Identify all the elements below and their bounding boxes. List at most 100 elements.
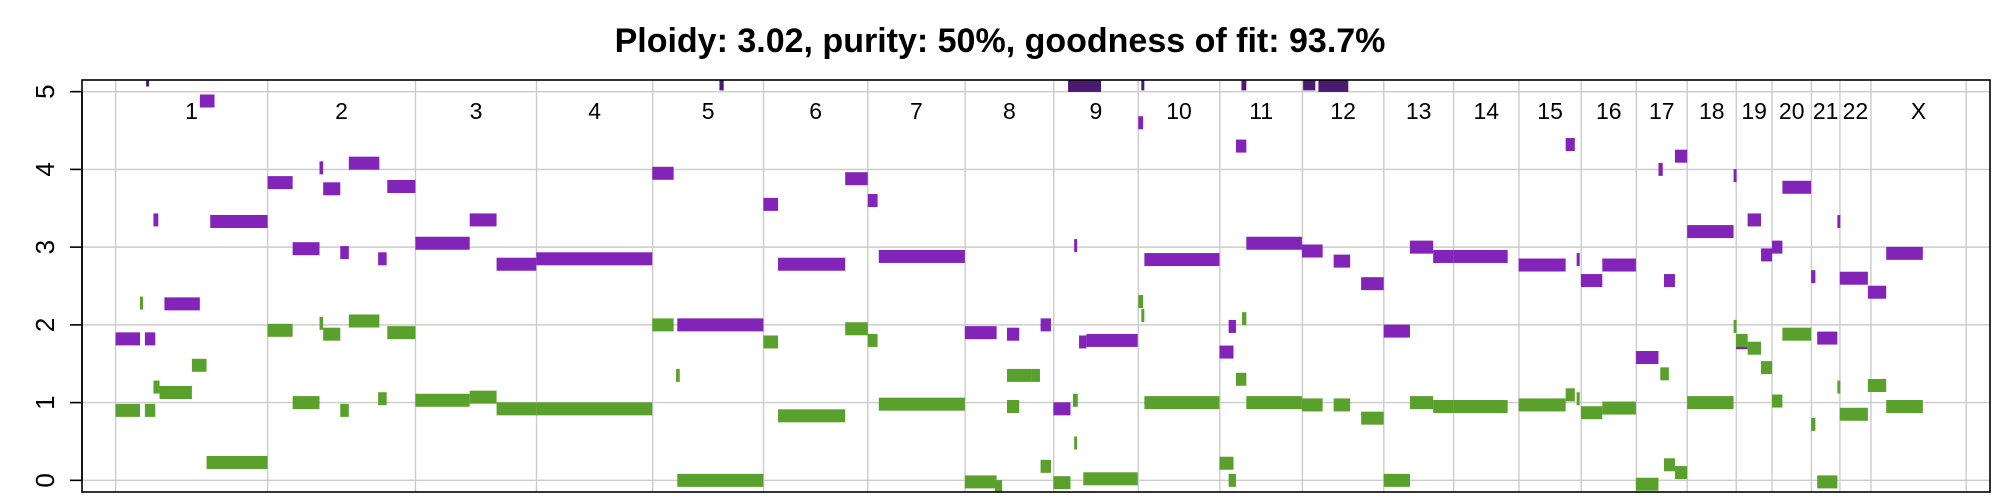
major-cn-segment	[536, 252, 653, 266]
minor-cn-segment	[1235, 372, 1247, 386]
minor-cn-segment	[1072, 393, 1078, 407]
major-cn-segment	[348, 156, 380, 170]
major-cn-segment	[763, 197, 779, 211]
minor-cn-segment	[1040, 459, 1051, 473]
grid-layer	[82, 80, 1990, 492]
minor-cn-segment	[1736, 333, 1748, 347]
clipped-cn-segment	[1241, 80, 1247, 91]
major-cn-segment	[1886, 246, 1923, 260]
chromosome-label: 8	[1003, 98, 1016, 124]
major-cn-segment	[415, 236, 470, 250]
minor-cn-segment	[1772, 394, 1783, 408]
minor-cn-segment	[415, 393, 470, 407]
major-cn-segment	[267, 176, 293, 190]
chromosome-label: 21	[1813, 98, 1839, 124]
minor-cn-segment	[964, 475, 997, 489]
major-cn-segment	[115, 332, 141, 346]
chromosome-label: 7	[910, 98, 923, 124]
minor-cn-segment	[206, 455, 268, 469]
minor-cn-segment	[1747, 341, 1762, 355]
major-cn-segment	[878, 249, 965, 263]
chromosome-label: 6	[809, 98, 822, 124]
chromosome-label: 9	[1090, 98, 1103, 124]
minor-cn-segment	[1663, 458, 1675, 472]
minor-cn-segment	[676, 368, 680, 382]
chart-title: Ploidy: 3.02, purity: 50%, goodness of f…	[615, 22, 1386, 60]
minor-cn-segment	[191, 358, 207, 372]
minor-cn-segment	[1580, 406, 1603, 420]
major-cn-segment	[469, 213, 497, 227]
chromosome-label-layer: 1 2 3 4 5 6 7 8 9 10 11 12 13 14 15 16 17 18 19 20 21 22 X	[185, 98, 1926, 124]
major-cn-segment	[1663, 274, 1675, 288]
major-cn-segment	[1867, 285, 1887, 299]
y-tick-label: 1	[30, 395, 60, 409]
minor-cn-segment	[1333, 398, 1351, 412]
major-cn-segment	[387, 179, 416, 193]
major-cn-segment	[1361, 277, 1384, 291]
major-cn-segment	[652, 166, 674, 180]
minor-cn-segment	[1409, 396, 1434, 410]
chromosome-label: 3	[470, 98, 483, 124]
major-cn-segment	[1433, 249, 1454, 263]
major-cn-segment	[1383, 324, 1410, 338]
chromosome-label: 4	[588, 98, 601, 124]
major-cn-segment	[1761, 248, 1773, 262]
major-cn-segment	[1301, 244, 1323, 258]
minor-cn-segment	[763, 335, 779, 349]
chromosome-label: 5	[702, 98, 715, 124]
minor-cn-segment	[1083, 472, 1138, 486]
major-cn-segment	[1635, 351, 1659, 365]
major-cn-segment	[1219, 345, 1234, 359]
major-cn-segment	[1006, 327, 1020, 341]
minor-cn-segment	[153, 380, 160, 394]
y-tick-label: 2	[30, 318, 60, 332]
minor-cn-segment	[878, 397, 965, 411]
chromosome-label: 18	[1699, 98, 1725, 124]
clipped-cn-segment	[1318, 80, 1349, 92]
minor-cn-segment	[1811, 417, 1816, 431]
chromosome-label: 10	[1166, 98, 1192, 124]
major-cn-segment	[1811, 270, 1816, 284]
major-cn-segment	[319, 161, 324, 175]
minor-cn-segment	[1301, 398, 1323, 412]
minor-cn-segment	[1518, 398, 1566, 412]
minor-cn-segment	[1687, 396, 1734, 410]
segment-layer	[115, 80, 1923, 492]
minor-cn-segment	[144, 403, 156, 417]
minor-cn-segment	[387, 326, 416, 340]
clipped-cn-segment	[719, 80, 724, 91]
minor-cn-segment	[1242, 312, 1247, 326]
major-cn-segment	[1053, 402, 1071, 416]
minor-cn-segment	[1565, 388, 1575, 402]
minor-cn-segment	[536, 402, 653, 416]
major-cn-segment	[1453, 249, 1508, 263]
major-cn-segment	[164, 297, 200, 311]
major-cn-segment	[1674, 149, 1688, 163]
minor-cn-segment	[378, 392, 387, 406]
minor-cn-segment	[340, 403, 349, 417]
major-cn-segment	[496, 257, 537, 271]
minor-cn-segment	[1867, 379, 1887, 393]
minor-cn-segment	[845, 322, 868, 336]
minor-cn-segment	[1006, 399, 1020, 413]
minor-cn-segment	[1141, 309, 1145, 323]
major-cn-segment	[1246, 236, 1302, 250]
major-cn-segment	[210, 214, 268, 228]
major-cn-segment	[323, 182, 341, 196]
chromosome-label: 2	[335, 98, 348, 124]
minor-cn-segment	[652, 318, 674, 332]
clipped-cn-segment	[146, 80, 150, 87]
minor-cn-segment	[1761, 361, 1773, 375]
clipped-cn-segment	[1068, 80, 1102, 92]
y-axis: 0 1 2 3 4 5	[30, 84, 83, 488]
minor-cn-segment	[1361, 411, 1384, 425]
minor-cn-segment	[994, 480, 1003, 492]
major-cn-segment	[1602, 258, 1636, 272]
y-tick-label: 0	[30, 473, 60, 487]
chromosome-label: X	[1911, 98, 1926, 124]
minor-cn-segment	[1453, 399, 1508, 413]
chromosome-label: 14	[1473, 98, 1499, 124]
minor-cn-segment	[1660, 367, 1669, 381]
minor-cn-segment	[1674, 466, 1688, 480]
